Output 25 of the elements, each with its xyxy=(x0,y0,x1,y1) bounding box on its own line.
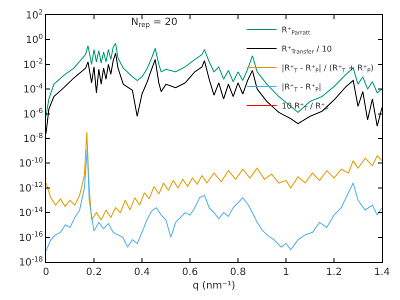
y-tick-label: 10$^{-2}$ xyxy=(23,58,43,71)
x-tick-label: 1.4 xyxy=(374,267,390,278)
x-tick-label: 0.6 xyxy=(182,267,198,278)
x-tick-label: 1.2 xyxy=(326,267,342,278)
y-tick-label: 10$^{-10}$ xyxy=(18,156,43,170)
y-tick-label: 10$^{-12}$ xyxy=(18,181,43,194)
x-tick-label: 0.8 xyxy=(230,267,246,278)
y-tick-label: 10$^{0}$ xyxy=(26,33,43,46)
legend-label: R⁺$_{Transfer}$ / 10 xyxy=(282,44,332,56)
y-tick-label: 10$^{-16}$ xyxy=(18,230,44,244)
x-axis-title: q (nm⁻¹) xyxy=(192,280,236,292)
y-tick-label: 10$^{-18}$ xyxy=(18,255,43,268)
legend-label: |R⁺$_{T}$ - R⁺$_{P}$| xyxy=(282,82,322,94)
y-tick-label: 10$^{-14}$ xyxy=(18,206,44,220)
x-tick-label: 0 xyxy=(42,267,50,278)
annotation: N$_{rep}$ = 20 xyxy=(131,17,178,30)
x-tick-label: 0.4 xyxy=(134,267,150,278)
legend-label: 10 R⁺$_{T}$ / R⁺$_{P}$ xyxy=(282,102,330,112)
y-tick-label: 10$^{-4}$ xyxy=(23,82,44,96)
y-tick-label: 10$^{-8}$ xyxy=(23,132,43,145)
legend-label: R⁺$_{Parratt}$ xyxy=(282,26,312,36)
x-tick-label: 1 xyxy=(282,267,290,278)
y-tick-label: 10$^{2}$ xyxy=(26,8,43,22)
y-tick-label: 10$^{-6}$ xyxy=(23,107,44,120)
x-tick-label: 0.2 xyxy=(86,267,102,278)
